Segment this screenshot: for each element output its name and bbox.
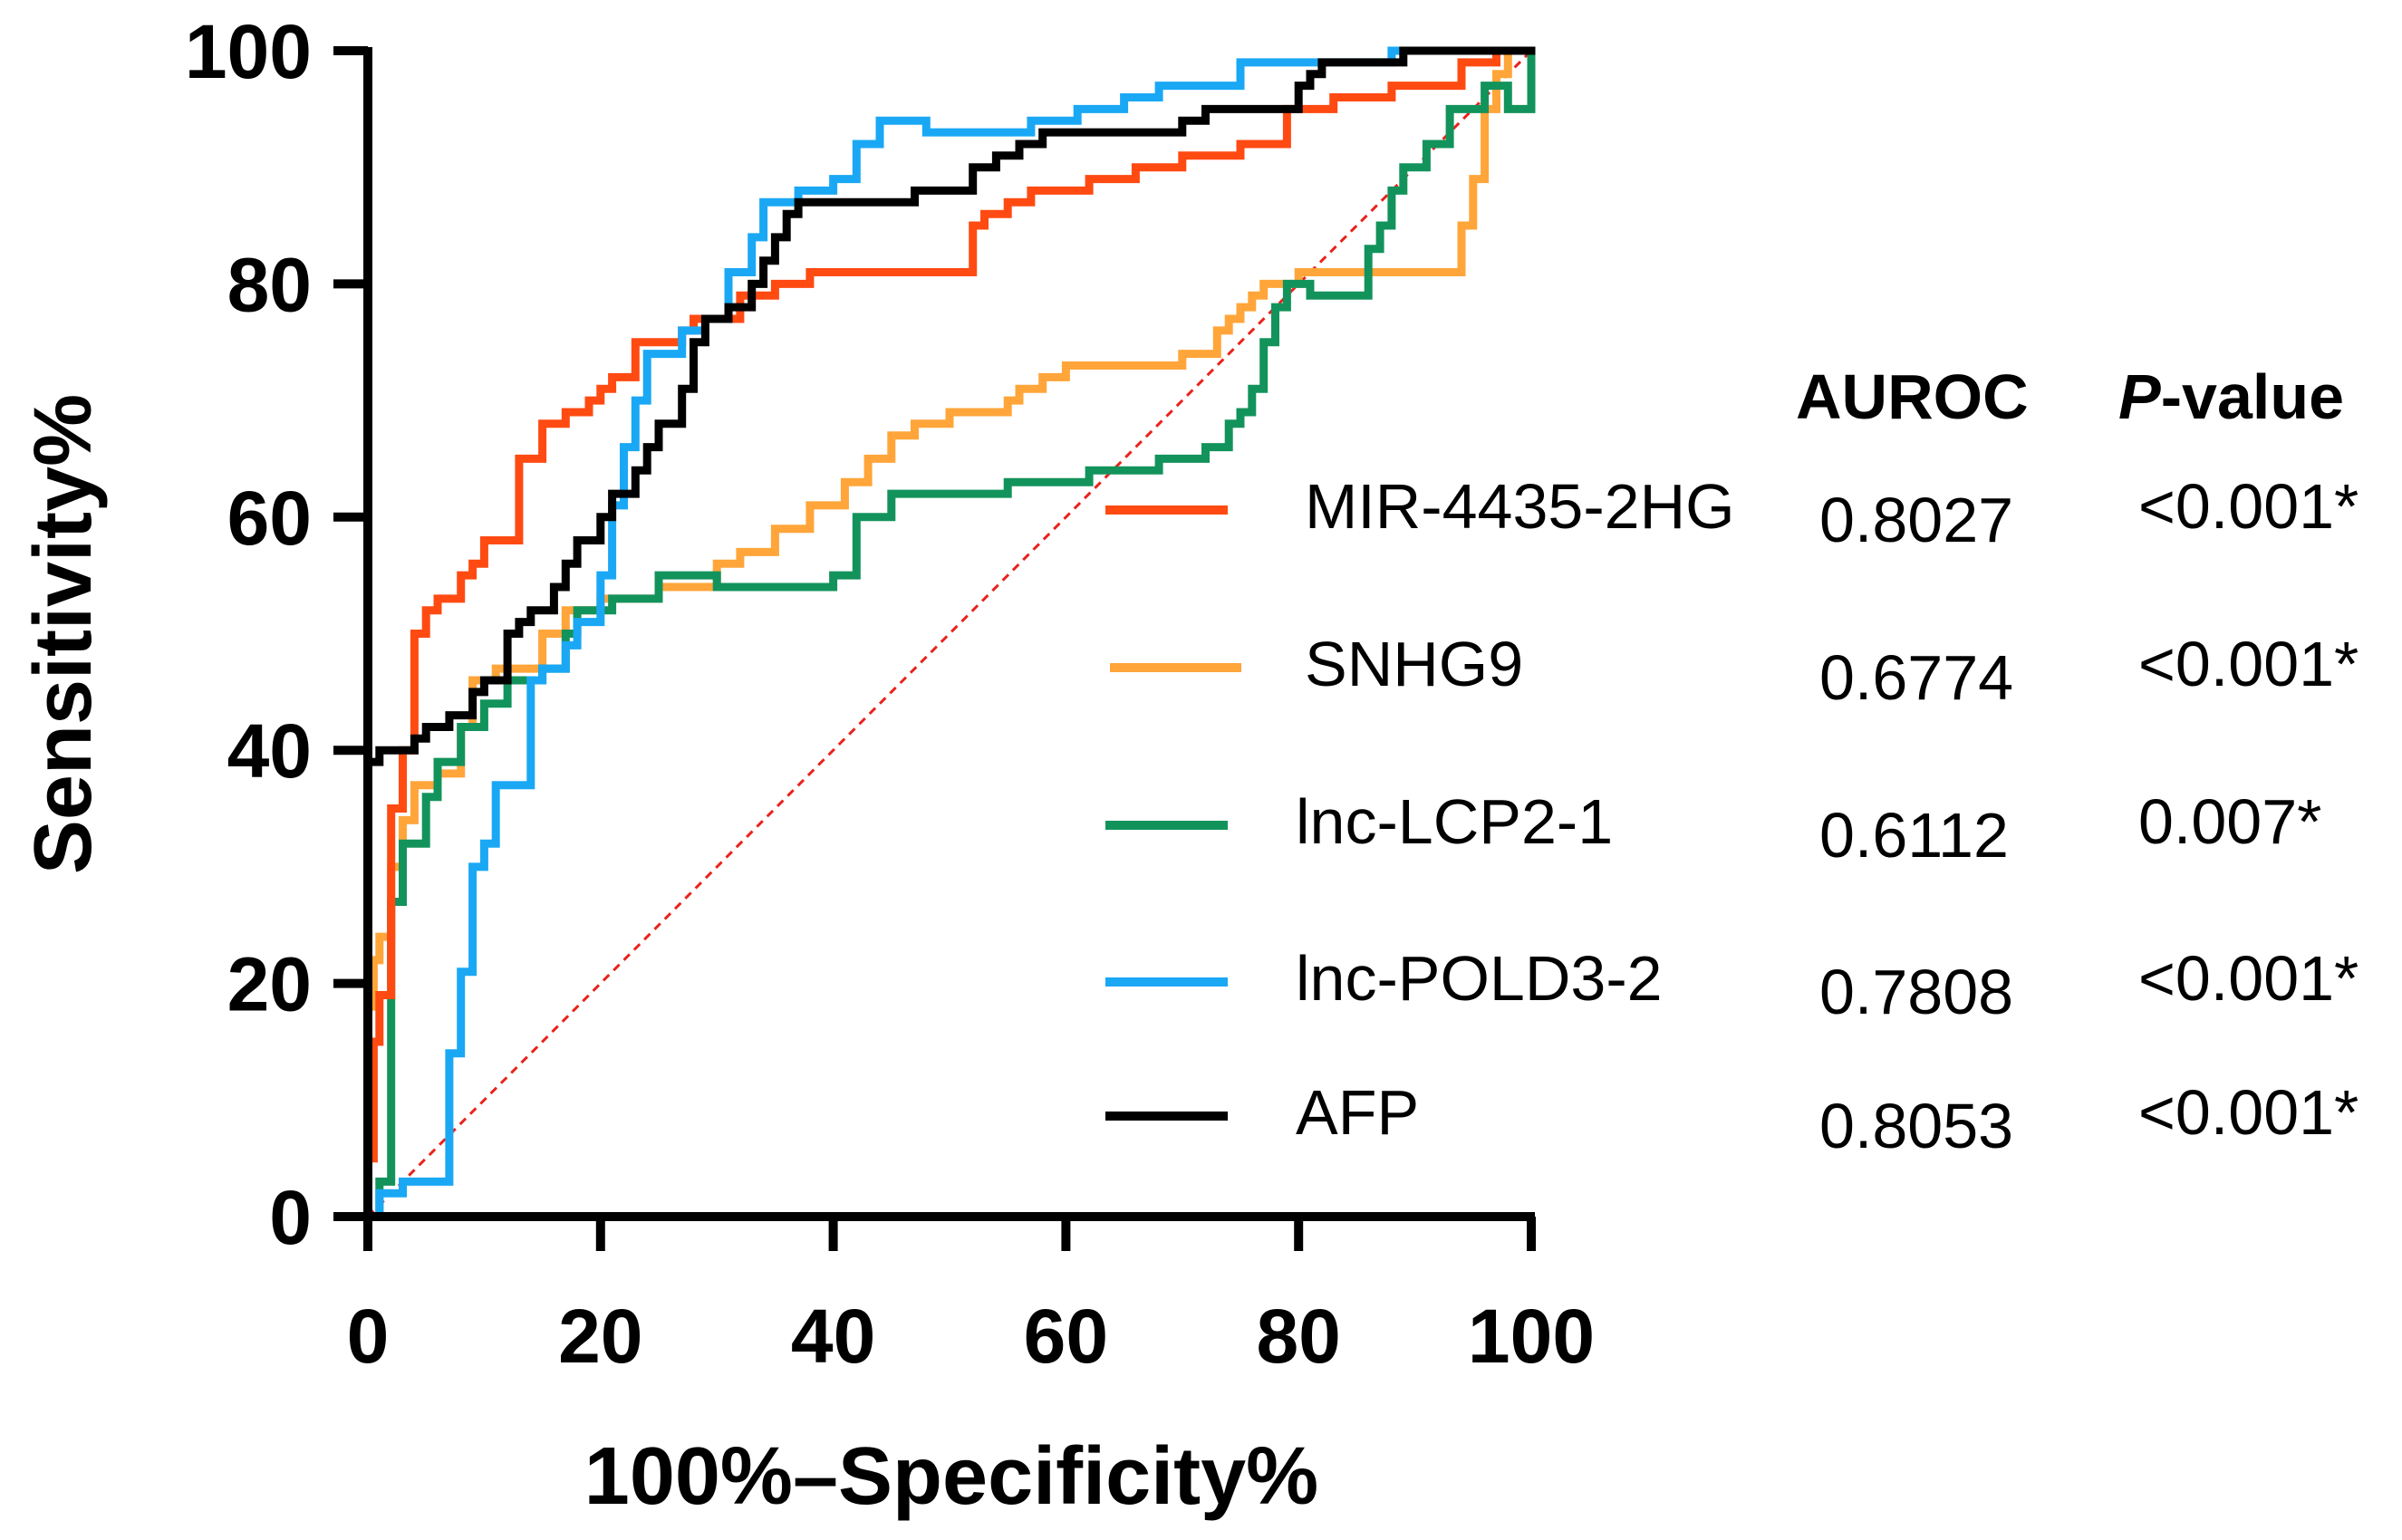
legend-auroc-value: 0.7808 bbox=[1819, 957, 2013, 1027]
y-tick-label: 20 bbox=[227, 942, 312, 1027]
x-tick-label: 100 bbox=[1468, 1294, 1595, 1379]
axes bbox=[333, 46, 1536, 1251]
legend-auroc-value: 0.6774 bbox=[1819, 642, 2013, 713]
legend: AUROC P-value MIR-4435-2HG 0.8027 <0.001* S… bbox=[1105, 361, 2359, 1161]
y-tick-label: 40 bbox=[227, 708, 312, 794]
roc-line-afp bbox=[363, 46, 1536, 1221]
legend-p-value: <0.001* bbox=[2138, 629, 2359, 699]
legend-auroc-value: 0.6112 bbox=[1819, 800, 2009, 871]
plot-area bbox=[363, 46, 1536, 1221]
roc-line-lnc-lcp2-1 bbox=[363, 46, 1536, 1221]
tick-labels: 0 20 40 60 80 100 0 20 40 60 80 100 bbox=[185, 9, 1595, 1379]
y-tick-label: 80 bbox=[227, 242, 312, 327]
legend-auroc-header: AUROC bbox=[1796, 361, 2029, 432]
x-axis-title: 100%–Specificity% bbox=[584, 1431, 1318, 1522]
y-tick-label: 60 bbox=[227, 476, 312, 561]
y-tick-label: 0 bbox=[269, 1175, 312, 1260]
x-tick-label: 80 bbox=[1256, 1294, 1340, 1379]
x-tick-label: 0 bbox=[347, 1294, 390, 1379]
legend-series-label: lnc-LCP2-1 bbox=[1296, 786, 1613, 857]
x-tick-label: 20 bbox=[558, 1294, 642, 1379]
legend-p-value: <0.001* bbox=[2138, 471, 2359, 542]
x-tick-label: 60 bbox=[1024, 1294, 1108, 1379]
legend-series-label: AFP bbox=[1296, 1077, 1419, 1148]
legend-p-value: <0.001* bbox=[2138, 943, 2359, 1014]
x-tick-label: 40 bbox=[791, 1294, 875, 1379]
y-axis-title: Sensitivity% bbox=[18, 394, 109, 874]
legend-rows: MIR-4435-2HG 0.8027 <0.001* SNHG9 0.6774 <0.0… bbox=[1105, 471, 2359, 1161]
legend-auroc-value: 0.8053 bbox=[1819, 1091, 2013, 1161]
legend-series-label: lnc-POLD3-2 bbox=[1296, 943, 1663, 1014]
roc-line-lnc-pold3-2 bbox=[363, 46, 1536, 1221]
legend-p-value: 0.007* bbox=[2138, 786, 2321, 857]
legend-series-label: MIR-4435-2HG bbox=[1305, 471, 1735, 542]
legend-pvalue-header: P-value bbox=[2118, 361, 2344, 432]
y-tick-label: 100 bbox=[185, 9, 312, 94]
legend-auroc-value: 0.8027 bbox=[1819, 485, 2013, 555]
legend-series-label: SNHG9 bbox=[1305, 629, 1523, 699]
legend-p-value: <0.001* bbox=[2138, 1077, 2359, 1148]
